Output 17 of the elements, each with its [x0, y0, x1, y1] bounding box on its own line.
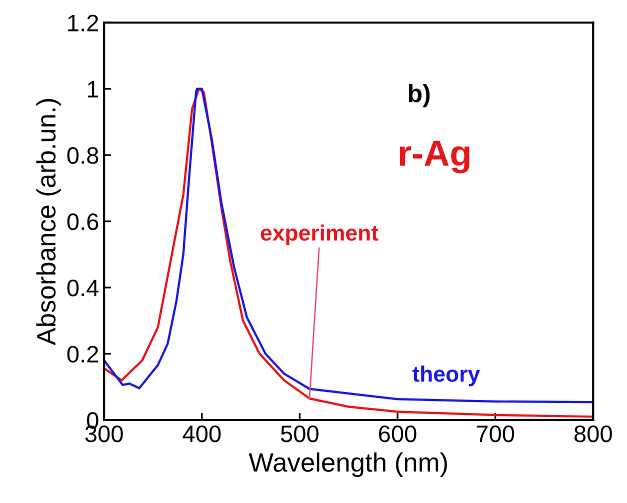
x-tick-label: 400 — [182, 425, 221, 442]
y-tick-label: 1.2 — [68, 14, 98, 32]
y-tick-label: 0.2 — [67, 346, 98, 363]
y-tick-label: 0.8 — [67, 147, 98, 164]
x-tick-label: 700 — [476, 425, 514, 442]
y-tick-label: 0.4 — [67, 280, 99, 296]
y-tick-label: 1 — [88, 81, 98, 98]
x-tick-label: 800 — [574, 425, 612, 442]
series-label: experiment — [260, 224, 378, 246]
x-axis-title: Wavelength (nm) — [248, 452, 447, 478]
annotation: b) — [408, 84, 430, 108]
y-axis-title: Absorbance (arb.un.) — [36, 99, 61, 346]
x-tick-label: 600 — [379, 425, 416, 442]
y-tick-label: 0.6 — [67, 213, 98, 230]
annotation: r-Ag — [400, 140, 470, 174]
series-label: theory — [412, 366, 480, 386]
x-tick-label: 500 — [280, 425, 318, 442]
